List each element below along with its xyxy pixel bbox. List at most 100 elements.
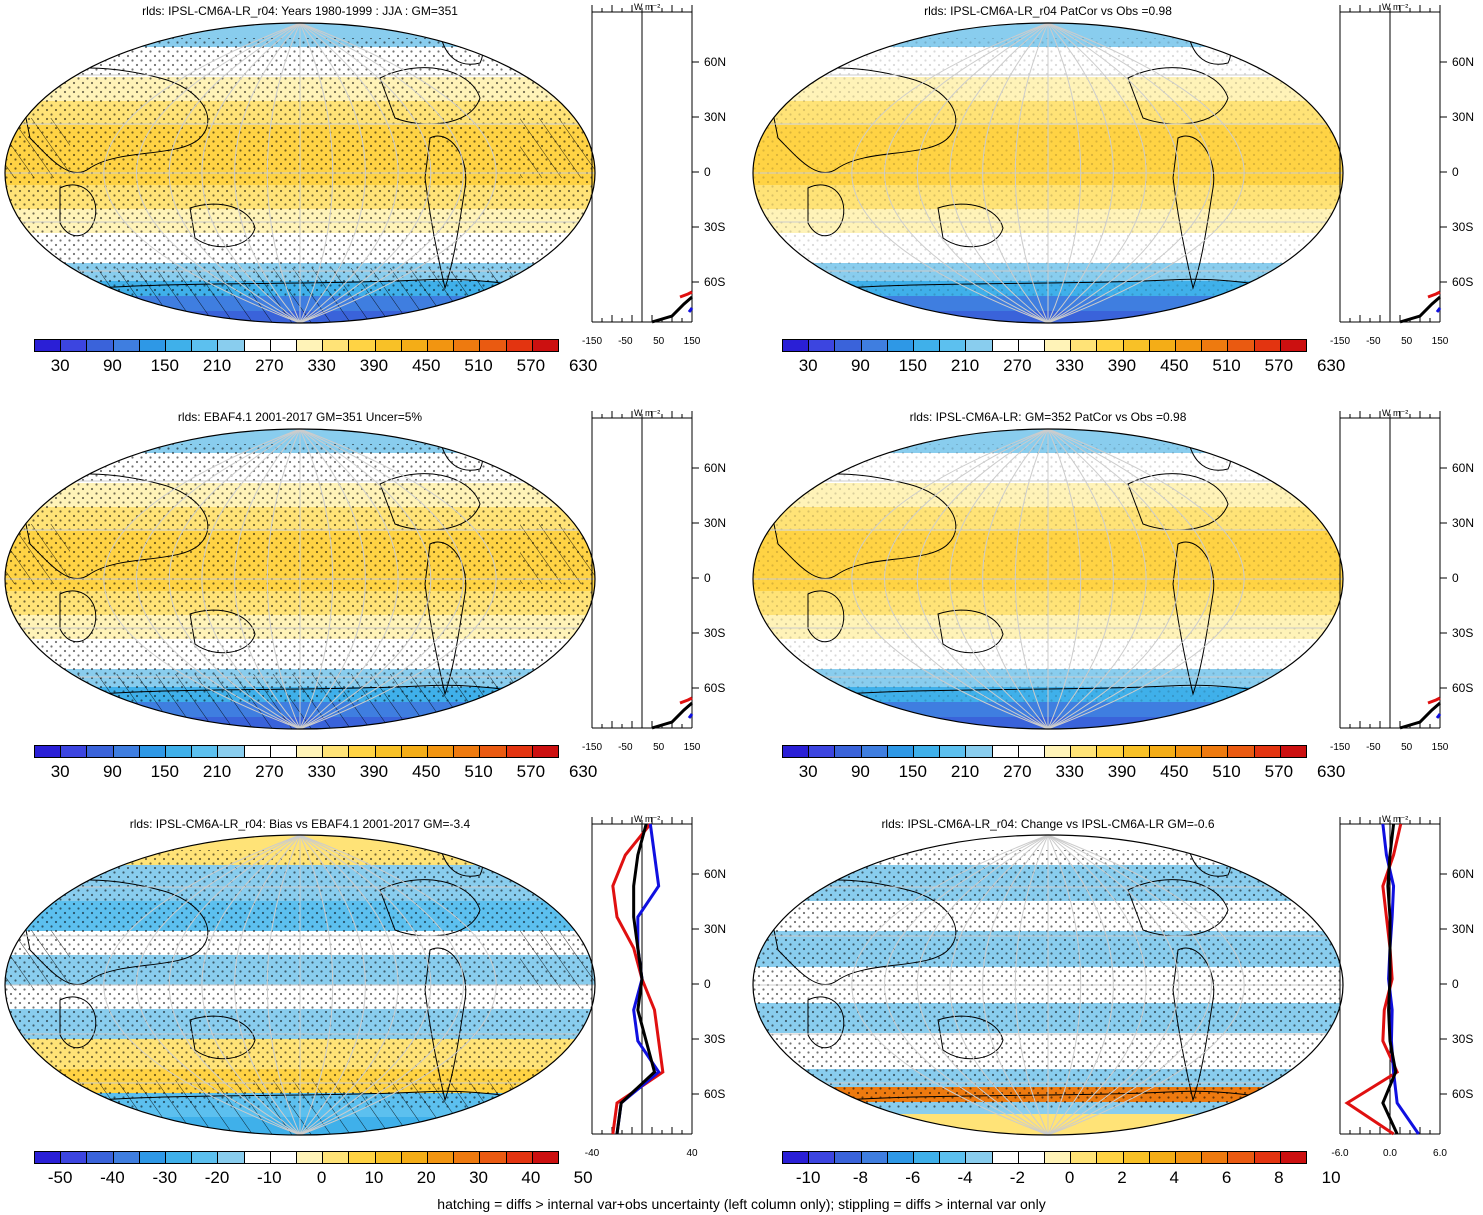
profile-curve [651, 701, 693, 730]
colorbar-tick-label: 630 [568, 762, 598, 781]
colorbar-3-swatch [218, 746, 245, 757]
colorbar-6-swatch [1280, 1152, 1307, 1163]
colorbar-4-swatch [914, 746, 941, 757]
colorbar-2-swatch [861, 340, 888, 351]
colorbar-tick-label: 150 [150, 762, 179, 781]
profile-tick-label: 6.0 [1433, 1148, 1447, 1159]
colorbar-1-swatch [113, 340, 140, 351]
profile-tick-label: -150 [1330, 742, 1350, 753]
profile-curve [687, 713, 694, 719]
colorbar-1-swatch [244, 340, 271, 351]
colorbar-6-swatch [1071, 1152, 1098, 1163]
colorbar-tick-label: 30 [798, 356, 818, 375]
colorbar-1-swatch [323, 340, 350, 351]
colorbar-5-swatch [480, 1152, 507, 1163]
profile-lat-label: 60S [704, 275, 725, 289]
profile-tick-label: -6.0 [1331, 1148, 1349, 1159]
colorbar-6-swatch [1149, 1152, 1177, 1163]
colorbar-tick-label: 270 [255, 356, 284, 375]
colorbar-tick-label: 570 [1264, 762, 1294, 781]
colorbar-1-swatch [192, 340, 219, 351]
colorbar-2-swatch [1176, 340, 1203, 351]
colorbar-tick-label: 570 [516, 356, 546, 375]
profile-lat-label: 30N [704, 516, 726, 530]
colorbar-1 [34, 339, 559, 352]
colorbar-4-swatch [1254, 746, 1281, 757]
colorbar-3-swatch [61, 746, 88, 757]
colorbar-6-swatch [1018, 1152, 1046, 1163]
zonal-profile-2: 60N 30N 0 30S 60S W m⁻² -150 -50 50 150 [1330, 2, 1474, 347]
profile-lat-label: 60N [704, 867, 726, 881]
profile-lat-label: 60S [1452, 275, 1473, 289]
colorbar-2-swatch [992, 340, 1019, 351]
colorbar-3-swatch [323, 746, 350, 757]
colorbar-6-swatch [1045, 1152, 1072, 1163]
colorbar-tick-label: 0 [1064, 1168, 1075, 1187]
colorbar-tick-label: 510 [1212, 356, 1241, 375]
colorbar-6-swatch [992, 1152, 1019, 1163]
profile-lat-label: 60S [1452, 1087, 1473, 1101]
colorbar-tick-label: 570 [516, 762, 546, 781]
colorbar-tick-label: 510 [464, 356, 493, 375]
colorbar-4-swatch [992, 746, 1019, 757]
zonal-profile-3: 60N 30N 0 30S 60S W m⁻² -150 -50 50 150 [582, 408, 726, 753]
colorbar-tick-label: 30 [50, 762, 70, 781]
colorbar-2-swatch [1280, 340, 1307, 351]
colorbar-5-swatch [532, 1152, 559, 1163]
colorbar-tick-label: 30 [798, 762, 818, 781]
colorbar-1-swatch [270, 340, 298, 351]
colorbar-6-swatch [809, 1152, 836, 1163]
colorbar-2-swatch [1228, 340, 1255, 351]
colorbar-1-swatch [35, 340, 62, 351]
colorbar-tick-label: 40 [521, 1168, 541, 1187]
colorbar-tick-label: 90 [850, 762, 870, 781]
colorbar-2 [782, 339, 1307, 352]
colorbar-tick-label: 8 [1274, 1168, 1284, 1187]
profile-unit-label: W m⁻² [1382, 408, 1408, 418]
profile-unit-label: W m⁻² [634, 814, 660, 824]
colorbar-6-swatch [1228, 1152, 1255, 1163]
colorbar-tick-label: 210 [202, 356, 232, 375]
colorbar-1-swatch [166, 340, 193, 351]
profile-lat-label: 30S [1452, 626, 1473, 640]
colorbar-tick-label: 4 [1169, 1168, 1179, 1187]
profile-lat-label: 30S [704, 1032, 725, 1046]
colorbar-6-swatch [1097, 1152, 1124, 1163]
zonal-profile-1: 60N 30N 0 30S 60S W m⁻² -150 -50 50 150 [582, 2, 726, 347]
profile-lat-label: 60S [704, 681, 725, 695]
colorbar-2-swatch [1202, 340, 1229, 351]
profile-lat-label: 60N [1452, 461, 1474, 475]
colorbar-6-swatch [940, 1152, 967, 1163]
colorbar-1-swatch [506, 340, 533, 351]
colorbar-3-swatch [35, 746, 62, 757]
colorbar-2-swatch [1254, 340, 1281, 351]
colorbar-6-swatch [861, 1152, 888, 1163]
colorbar-tick-label: 150 [898, 762, 927, 781]
colorbar-2-swatch [914, 340, 941, 351]
profile-tick-label: -50 [618, 336, 633, 347]
colorbar-tick-label: 630 [1316, 356, 1346, 375]
profile-lat-label: 0 [704, 571, 711, 585]
colorbar-5 [34, 1151, 559, 1164]
colorbar-tick-label: 570 [1264, 356, 1294, 375]
colorbar-tick-label: 330 [307, 762, 336, 781]
colorbar-3-swatch [192, 746, 219, 757]
profile-curve [1399, 295, 1441, 324]
colorbar-5-swatch [35, 1152, 62, 1163]
colorbar-6-swatch [1254, 1152, 1281, 1163]
profile-tick-label: -40 [585, 1148, 600, 1159]
colorbar-tick-label: 510 [1212, 762, 1241, 781]
profile-lat-label: 0 [704, 977, 711, 991]
colorbar-tick-label: 90 [102, 762, 122, 781]
colorbar-tick-label: -10 [257, 1168, 282, 1187]
colorbar-tick-label: 270 [1003, 356, 1032, 375]
colorbar-2-swatch [783, 340, 810, 351]
profile-lat-label: 30S [1452, 1032, 1473, 1046]
profile-curve [615, 823, 657, 1135]
colorbar-tick-label: -10 [795, 1168, 821, 1187]
colorbar-1-swatch [297, 340, 324, 351]
colorbar-6-swatch [887, 1152, 915, 1163]
map-panel-4 [752, 428, 1344, 730]
colorbar-tick-label: 510 [464, 762, 493, 781]
colorbar-4-swatch [940, 746, 967, 757]
